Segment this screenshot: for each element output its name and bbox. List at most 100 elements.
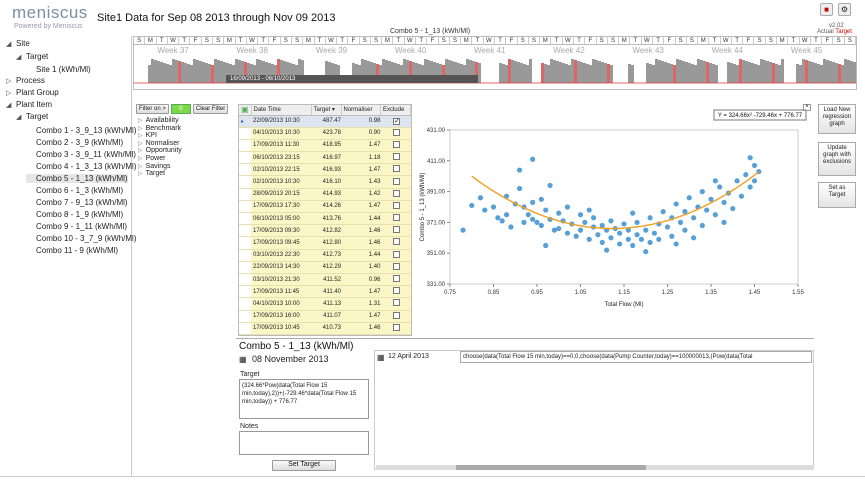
scrollbar-thumb[interactable] (456, 465, 646, 470)
table-row[interactable]: ▸ 22/09/2013 10:30 487.47 0.98 ✓ (239, 115, 411, 128)
exclude-checkbox[interactable]: ✓ (392, 117, 400, 125)
filter-item[interactable]: ▷ KPI (138, 132, 157, 139)
tree-item[interactable]: ▷ Process (6, 76, 45, 85)
expand-icon[interactable]: ▷ (138, 118, 143, 124)
exclude-checkbox[interactable] (392, 299, 400, 307)
table-row[interactable]: 04/10/2013 10:00 411.13 1.31 (239, 297, 411, 311)
set-as-target-button[interactable]: Set as Target (818, 182, 856, 208)
table-row[interactable]: 02/10/2013 22:15 416.93 1.47 (239, 163, 411, 177)
table-row[interactable]: 17/09/2013 11:45 411.40 1.47 (239, 285, 411, 299)
table-row[interactable]: 22/09/2013 14:30 412.29 1.40 (239, 261, 411, 274)
tree-item[interactable]: ◢ Target (16, 112, 48, 121)
tree-item[interactable]: Combo 1 - 3_9_13 (kWh/Ml) (26, 126, 136, 135)
tree-item[interactable]: Combo 8 - 1_9 (kWh/Ml) (26, 210, 123, 219)
filter-item[interactable]: ▷ Opportunity (138, 147, 182, 154)
exclude-checkbox[interactable] (392, 201, 400, 209)
filter-item[interactable]: ▷ Target (138, 170, 165, 177)
tree-item[interactable]: ◢ Site (6, 39, 30, 48)
notes-field[interactable] (239, 431, 369, 455)
set-target-button[interactable]: Set Target (272, 460, 336, 471)
exclude-checkbox[interactable] (392, 177, 400, 185)
history-formula[interactable]: choose(data(Total Flow 15 min,today)==0,… (460, 351, 812, 363)
col-target[interactable]: Target ▾ (311, 105, 342, 116)
expand-icon[interactable]: ▷ (138, 125, 143, 132)
expand-icon[interactable]: ▷ (138, 133, 143, 140)
table-row[interactable]: 02/10/2013 10:30 416.10 1.43 (239, 175, 411, 189)
tree-toggle-icon[interactable]: ▷ (6, 90, 12, 97)
table-row[interactable]: 17/09/2013 09:45 412.80 1.46 (239, 236, 411, 250)
table-body: ▸ 22/09/2013 10:30 487.47 0.98 ✓ 04/10/2013 1… (239, 115, 411, 335)
horizontal-scrollbar[interactable] (376, 465, 814, 470)
exclude-checkbox[interactable] (392, 153, 400, 161)
exclude-checkbox[interactable] (392, 275, 400, 283)
export-icon[interactable]: ■ (820, 3, 833, 16)
tree-item[interactable]: Combo 10 - 3_7_9 (kWh/Ml) (26, 234, 136, 243)
filter-item[interactable]: ▷ Power (138, 155, 165, 162)
exclude-checkbox[interactable] (392, 214, 400, 222)
table-row[interactable]: 03/10/2013 22:30 412.73 1.44 (239, 249, 411, 262)
tree-item[interactable]: Combo 3 - 3_9_11 (kWh/Ml) (26, 150, 136, 159)
exclude-checkbox[interactable] (392, 140, 400, 148)
exclude-checkbox[interactable] (392, 250, 400, 258)
tree-item[interactable]: ◢ Target (16, 52, 48, 61)
expand-icon[interactable]: ▷ (138, 156, 143, 162)
tree-item[interactable]: Combo 9 - 1_11 (kWh/Ml) (26, 222, 127, 231)
tree-item[interactable]: Combo 6 - 1_3 (kWh/Ml) (26, 186, 123, 195)
exclude-checkbox[interactable] (392, 165, 400, 173)
load-regression-button[interactable]: Load New regression graph (818, 104, 856, 134)
filter-item[interactable]: ▷ Normaliser (138, 140, 179, 147)
tree-item[interactable]: Combo 11 - 9 (kWh/Ml) (26, 246, 118, 255)
filter-item[interactable]: ▷ Availability (138, 117, 179, 124)
excel-icon[interactable]: ▣ (241, 105, 249, 115)
settings-icon[interactable]: ⚙ (838, 3, 851, 16)
filter-item[interactable]: ▷ Savings (138, 163, 171, 170)
tree-item[interactable]: Combo 5 - 1_13 (kWh/Ml) (26, 174, 128, 183)
tree-item[interactable]: Combo 4 - 1_3_13 (kWh/Ml) (26, 162, 136, 171)
table-row[interactable]: 17/09/2013 09:30 412.82 1.46 (239, 224, 411, 238)
table-row[interactable]: 03/10/2013 21:30 411.52 0.96 (239, 273, 411, 287)
tree-item[interactable]: Combo 2 - 3_9 (kWh/Ml) (26, 138, 123, 147)
target-formula-field[interactable]: (324.66*Pow(data(Total Flow 15 min,today… (239, 379, 369, 419)
col-exclude[interactable]: Exclude (380, 105, 411, 116)
exclude-checkbox[interactable] (392, 262, 400, 270)
timeline-selection[interactable]: 16/09/2013 - 06/10/2013 (226, 75, 478, 83)
exclude-checkbox[interactable] (392, 287, 400, 295)
table-row[interactable]: 06/10/2013 05:00 413.76 1.44 (239, 212, 411, 226)
table-row[interactable]: 17/09/2013 10:45 410.73 1.46 (239, 322, 411, 335)
table-row[interactable]: 17/09/2013 16:00 411.07 1.47 (239, 310, 411, 323)
table-row[interactable]: 28/09/2013 20:15 414.93 1.42 (239, 188, 411, 201)
table-icon-header[interactable]: ▣ (239, 105, 252, 116)
calendar-icon[interactable]: ▦ (239, 355, 247, 364)
exclude-checkbox[interactable] (392, 238, 400, 246)
table-row[interactable]: 17/09/2013 11:30 418.95 1.47 (239, 139, 411, 153)
table-row[interactable]: 06/10/2013 23:15 416.97 1.18 (239, 151, 411, 165)
exclude-checkbox[interactable] (392, 128, 400, 136)
tree-toggle-icon[interactable]: ▷ (6, 78, 12, 85)
table-row[interactable]: 04/10/2013 10:30 423.78 0.90 (239, 127, 411, 140)
exclude-checkbox[interactable] (392, 323, 400, 331)
exclude-checkbox[interactable] (392, 189, 400, 197)
expand-icon[interactable]: ▷ (138, 163, 143, 170)
tree-toggle-icon[interactable]: ◢ (16, 54, 22, 61)
exclude-checkbox[interactable] (392, 226, 400, 234)
tree-item[interactable]: Combo 7 - 9_13 (kWh/Ml) (26, 198, 128, 207)
table-row[interactable]: 17/09/2013 17:30 414.26 1.47 (239, 200, 411, 214)
col-normaliser[interactable]: Normaliser (341, 105, 381, 116)
tree-item[interactable]: Site 1 (kWh/Ml) (26, 65, 91, 74)
clear-filter-button[interactable]: Clear Filter (192, 104, 229, 114)
tree-toggle-icon[interactable]: ◢ (6, 102, 12, 109)
update-graph-button[interactable]: Update graph with exclusions (818, 142, 856, 176)
filter-on-button[interactable]: Filter on > (136, 104, 169, 114)
col-datetime[interactable]: Date Time (251, 105, 312, 116)
expand-icon[interactable]: ▷ (138, 148, 143, 155)
tree-toggle-icon[interactable]: ◢ (16, 114, 22, 121)
tree-item[interactable]: ◢ Plant Item (6, 100, 52, 109)
tree-item[interactable]: ▷ Plant Group (6, 88, 59, 97)
exclude-checkbox[interactable] (392, 311, 400, 319)
filter-item[interactable]: ▷ Benchmark (138, 125, 181, 132)
expand-icon[interactable]: ▷ (138, 171, 143, 178)
tree-toggle-icon[interactable]: ◢ (6, 41, 12, 48)
expand-icon[interactable]: ▷ (138, 140, 143, 147)
chart-close-icon[interactable]: × (803, 104, 811, 111)
